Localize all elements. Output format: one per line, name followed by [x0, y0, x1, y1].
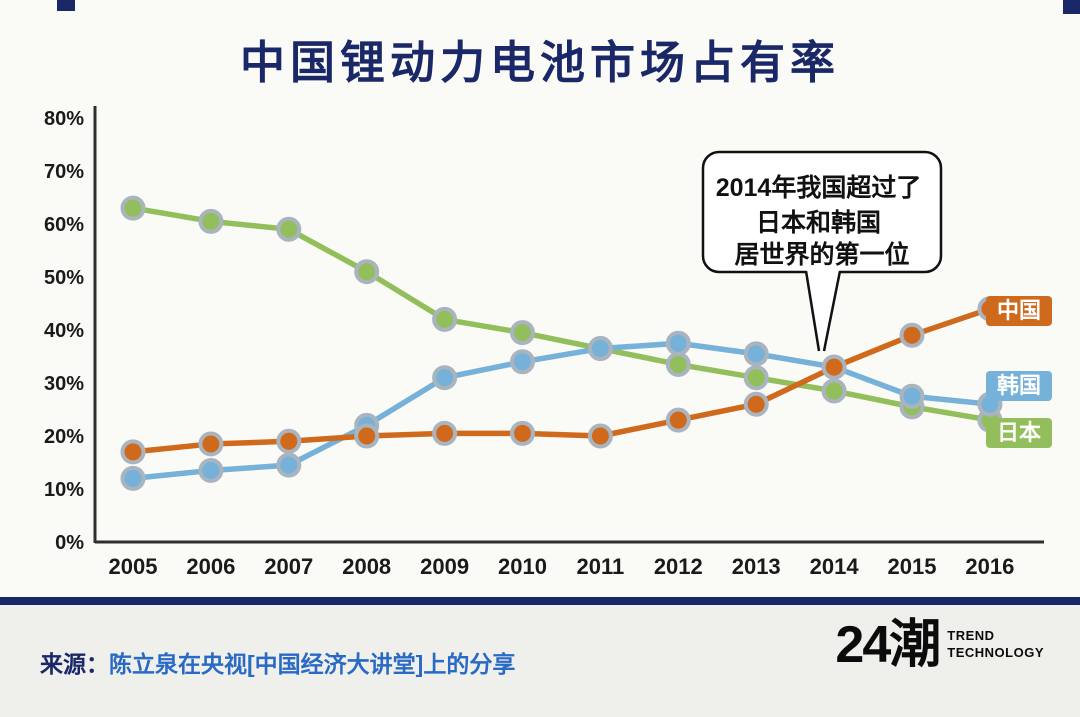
source-label: 来源：: [40, 651, 109, 677]
data-point-korea: [120, 465, 146, 491]
legend-badge-japan: 日本: [986, 418, 1053, 448]
x-tick-label: 2008: [342, 554, 391, 579]
data-point-china: [198, 431, 224, 457]
y-tick-label: 50%: [44, 267, 84, 289]
data-point-china: [587, 423, 613, 449]
data-point-korea: [665, 330, 691, 356]
data-point-korea: [510, 349, 535, 375]
data-point-korea: [276, 452, 302, 478]
data-point-japan: [120, 195, 146, 221]
source-line: 来源：陈立泉在央视[中国经济大讲堂]上的分享: [40, 645, 515, 679]
y-tick-label: 70%: [44, 161, 84, 183]
x-tick-label: 2013: [732, 554, 781, 579]
series-line-china: [130, 306, 993, 455]
data-point-china: [432, 420, 458, 446]
y-tick-label: 30%: [44, 373, 84, 395]
x-tick-label: 2006: [186, 554, 235, 579]
y-tick-label: 0%: [55, 532, 84, 554]
y-tick-label: 40%: [44, 320, 84, 342]
data-point-japan: [354, 259, 380, 285]
logo-sub-line1: TREND: [947, 628, 995, 644]
data-point-japan: [743, 365, 769, 391]
callout-text: 2014年我国超过了 日本和韩国 居世界的第一位: [716, 173, 929, 269]
footer-divider: [0, 597, 1080, 605]
x-tick-label: 2005: [109, 554, 158, 579]
chart-tick-labels: 0% 10% 20% 30% 40% 50% 60% 70% 80% 2005 2006 2007 20…: [44, 108, 1014, 579]
logo-text: 24潮: [835, 616, 941, 674]
data-point-china: [665, 407, 691, 433]
x-tick-label: 2012: [654, 554, 703, 579]
x-tick-label: 2007: [264, 554, 313, 579]
brand-logo: 24潮 TREND TECHNOLOGY: [835, 619, 1044, 671]
data-point-japan: [198, 208, 224, 234]
chart-axes: [93, 106, 1044, 544]
logo-subtext: TREND TECHNOLOGY: [947, 628, 1044, 662]
corner-decoration-left: [57, 0, 75, 11]
series-line-korea: [130, 340, 993, 482]
data-point-japan: [821, 378, 847, 404]
y-tick-label: 20%: [44, 426, 84, 448]
data-point-japan: [276, 216, 302, 242]
y-tick-label: 10%: [44, 479, 84, 501]
data-point-japan: [665, 351, 691, 377]
data-point-china: [899, 322, 925, 348]
y-tick-label: 60%: [44, 214, 84, 236]
data-point-china: [354, 423, 380, 449]
x-tick-label: 2009: [420, 554, 469, 579]
logo-sub-line2: TECHNOLOGY: [947, 645, 1044, 660]
data-point-china: [743, 391, 769, 417]
y-tick-label: 80%: [44, 108, 84, 130]
data-point-korea: [198, 457, 224, 483]
data-point-korea: [743, 341, 769, 367]
annotation-callout: 2014年我国超过了 日本和韩国 居世界的第一位: [701, 150, 943, 352]
market-share-line-chart: 0% 10% 20% 30% 40% 50% 60% 70% 80% 2005 2006 2007 20…: [44, 106, 1044, 579]
x-tick-label: 2015: [888, 554, 937, 579]
data-point-japan: [432, 306, 458, 332]
footer: 来源：陈立泉在央视[中国经济大讲堂]上的分享 24潮 TREND TECHNOL…: [0, 605, 1080, 717]
data-point-korea: [899, 383, 925, 409]
data-point-china: [821, 354, 847, 380]
callout-tail: [806, 269, 840, 352]
x-tick-label: 2010: [498, 554, 547, 579]
chart-series: [120, 195, 1003, 491]
data-point-korea: [587, 336, 613, 362]
callout-tail-edge: [804, 270, 821, 352]
callout-tail-edge: [822, 270, 842, 352]
x-tick-label: 2011: [577, 554, 625, 579]
data-point-china: [120, 439, 146, 465]
data-point-china: [510, 420, 535, 446]
legend-badge-korea: 韩国: [986, 371, 1053, 401]
chart-title: 中国锂动力电池市场占有率: [239, 37, 840, 88]
corner-decoration-right: [1063, 0, 1080, 14]
data-point-japan: [510, 320, 535, 346]
x-tick-label: 2014: [810, 554, 860, 579]
legend-badge-china: 中国: [986, 296, 1053, 326]
data-point-korea: [432, 365, 458, 391]
source-text: 陈立泉在央视[中国经济大讲堂]上的分享: [109, 651, 516, 677]
data-point-china: [276, 428, 302, 454]
x-tick-label: 2016: [965, 554, 1014, 579]
series-line-japan: [130, 205, 993, 423]
